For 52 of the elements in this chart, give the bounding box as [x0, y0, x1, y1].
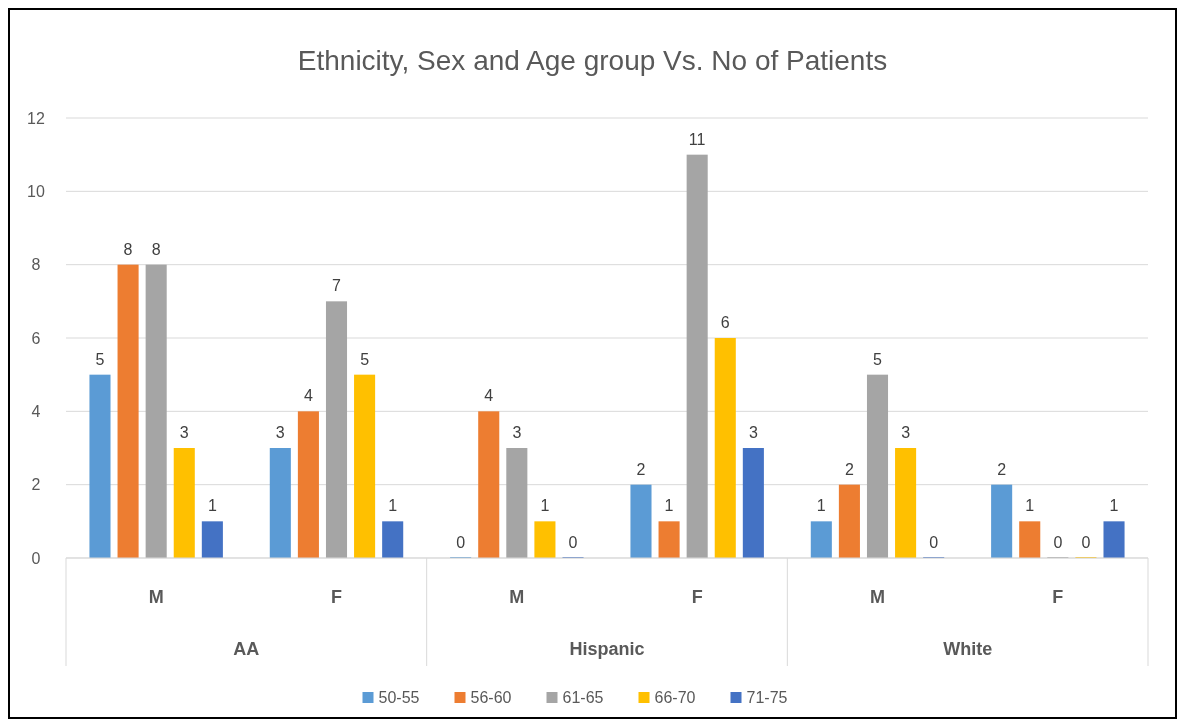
y-tick-label: 12 — [27, 109, 45, 127]
data-label: 3 — [275, 424, 285, 441]
y-tick-label: 10 — [27, 182, 45, 200]
legend-label: 61-65 — [562, 689, 604, 706]
data-label: 1 — [664, 497, 674, 515]
y-tick-label: 0 — [31, 549, 41, 567]
data-label: 4 — [484, 387, 494, 405]
data-label: 7 — [332, 277, 342, 295]
data-label: 0 — [456, 534, 466, 551]
data-label: 1 — [816, 497, 826, 515]
x-tick-label: F — [331, 587, 342, 607]
x-tick-label: M — [148, 587, 164, 607]
data-label: 3 — [748, 424, 758, 441]
data-label: 3 — [179, 424, 189, 441]
text: Hispanic — [569, 639, 645, 659]
data-label: 3 — [512, 424, 522, 441]
data-label: 11 — [688, 130, 706, 148]
data-label: 8 — [123, 240, 133, 258]
legend-label: 66-70 — [654, 689, 696, 706]
y-tick-label: 4 — [31, 402, 41, 420]
chart-title: Ethnicity, Sex and Age group Vs. No of Patients — [297, 45, 888, 76]
y-tick-label: 2 — [31, 476, 41, 494]
y-tick-label: 8 — [31, 256, 41, 274]
x-tick-label: F — [1052, 587, 1064, 607]
x-tick-label: M — [870, 587, 885, 607]
data-label: 0 — [568, 534, 578, 551]
y-tick-label: 6 — [31, 329, 41, 347]
data-label: 5 — [360, 350, 370, 368]
data-label: 5 — [95, 350, 105, 368]
data-label: 1 — [207, 497, 217, 515]
legend-label: 50-55 — [378, 689, 420, 706]
text: AA — [233, 639, 260, 659]
data-label: 0 — [1053, 534, 1063, 551]
data-label: 1 — [1109, 497, 1119, 515]
data-label: 0 — [929, 534, 939, 551]
data-label: 4 — [303, 387, 313, 405]
legend-label: 56-60 — [470, 689, 512, 706]
data-label: 2 — [844, 460, 854, 478]
x-tick-label: F — [691, 587, 703, 607]
data-label: 2 — [997, 460, 1007, 478]
data-label: 5 — [873, 350, 883, 368]
data-label: 1 — [388, 497, 398, 515]
text: White — [943, 639, 993, 659]
data-label: 2 — [636, 460, 646, 478]
data-label: 3 — [901, 424, 911, 441]
x-tick-label: M — [509, 587, 525, 607]
data-label: 8 — [151, 240, 161, 258]
data-label: 1 — [1025, 497, 1035, 515]
data-label: 1 — [540, 497, 550, 515]
data-label: 0 — [1081, 534, 1091, 551]
legend-label: 71-75 — [746, 689, 788, 706]
data-label: 6 — [720, 314, 730, 331]
